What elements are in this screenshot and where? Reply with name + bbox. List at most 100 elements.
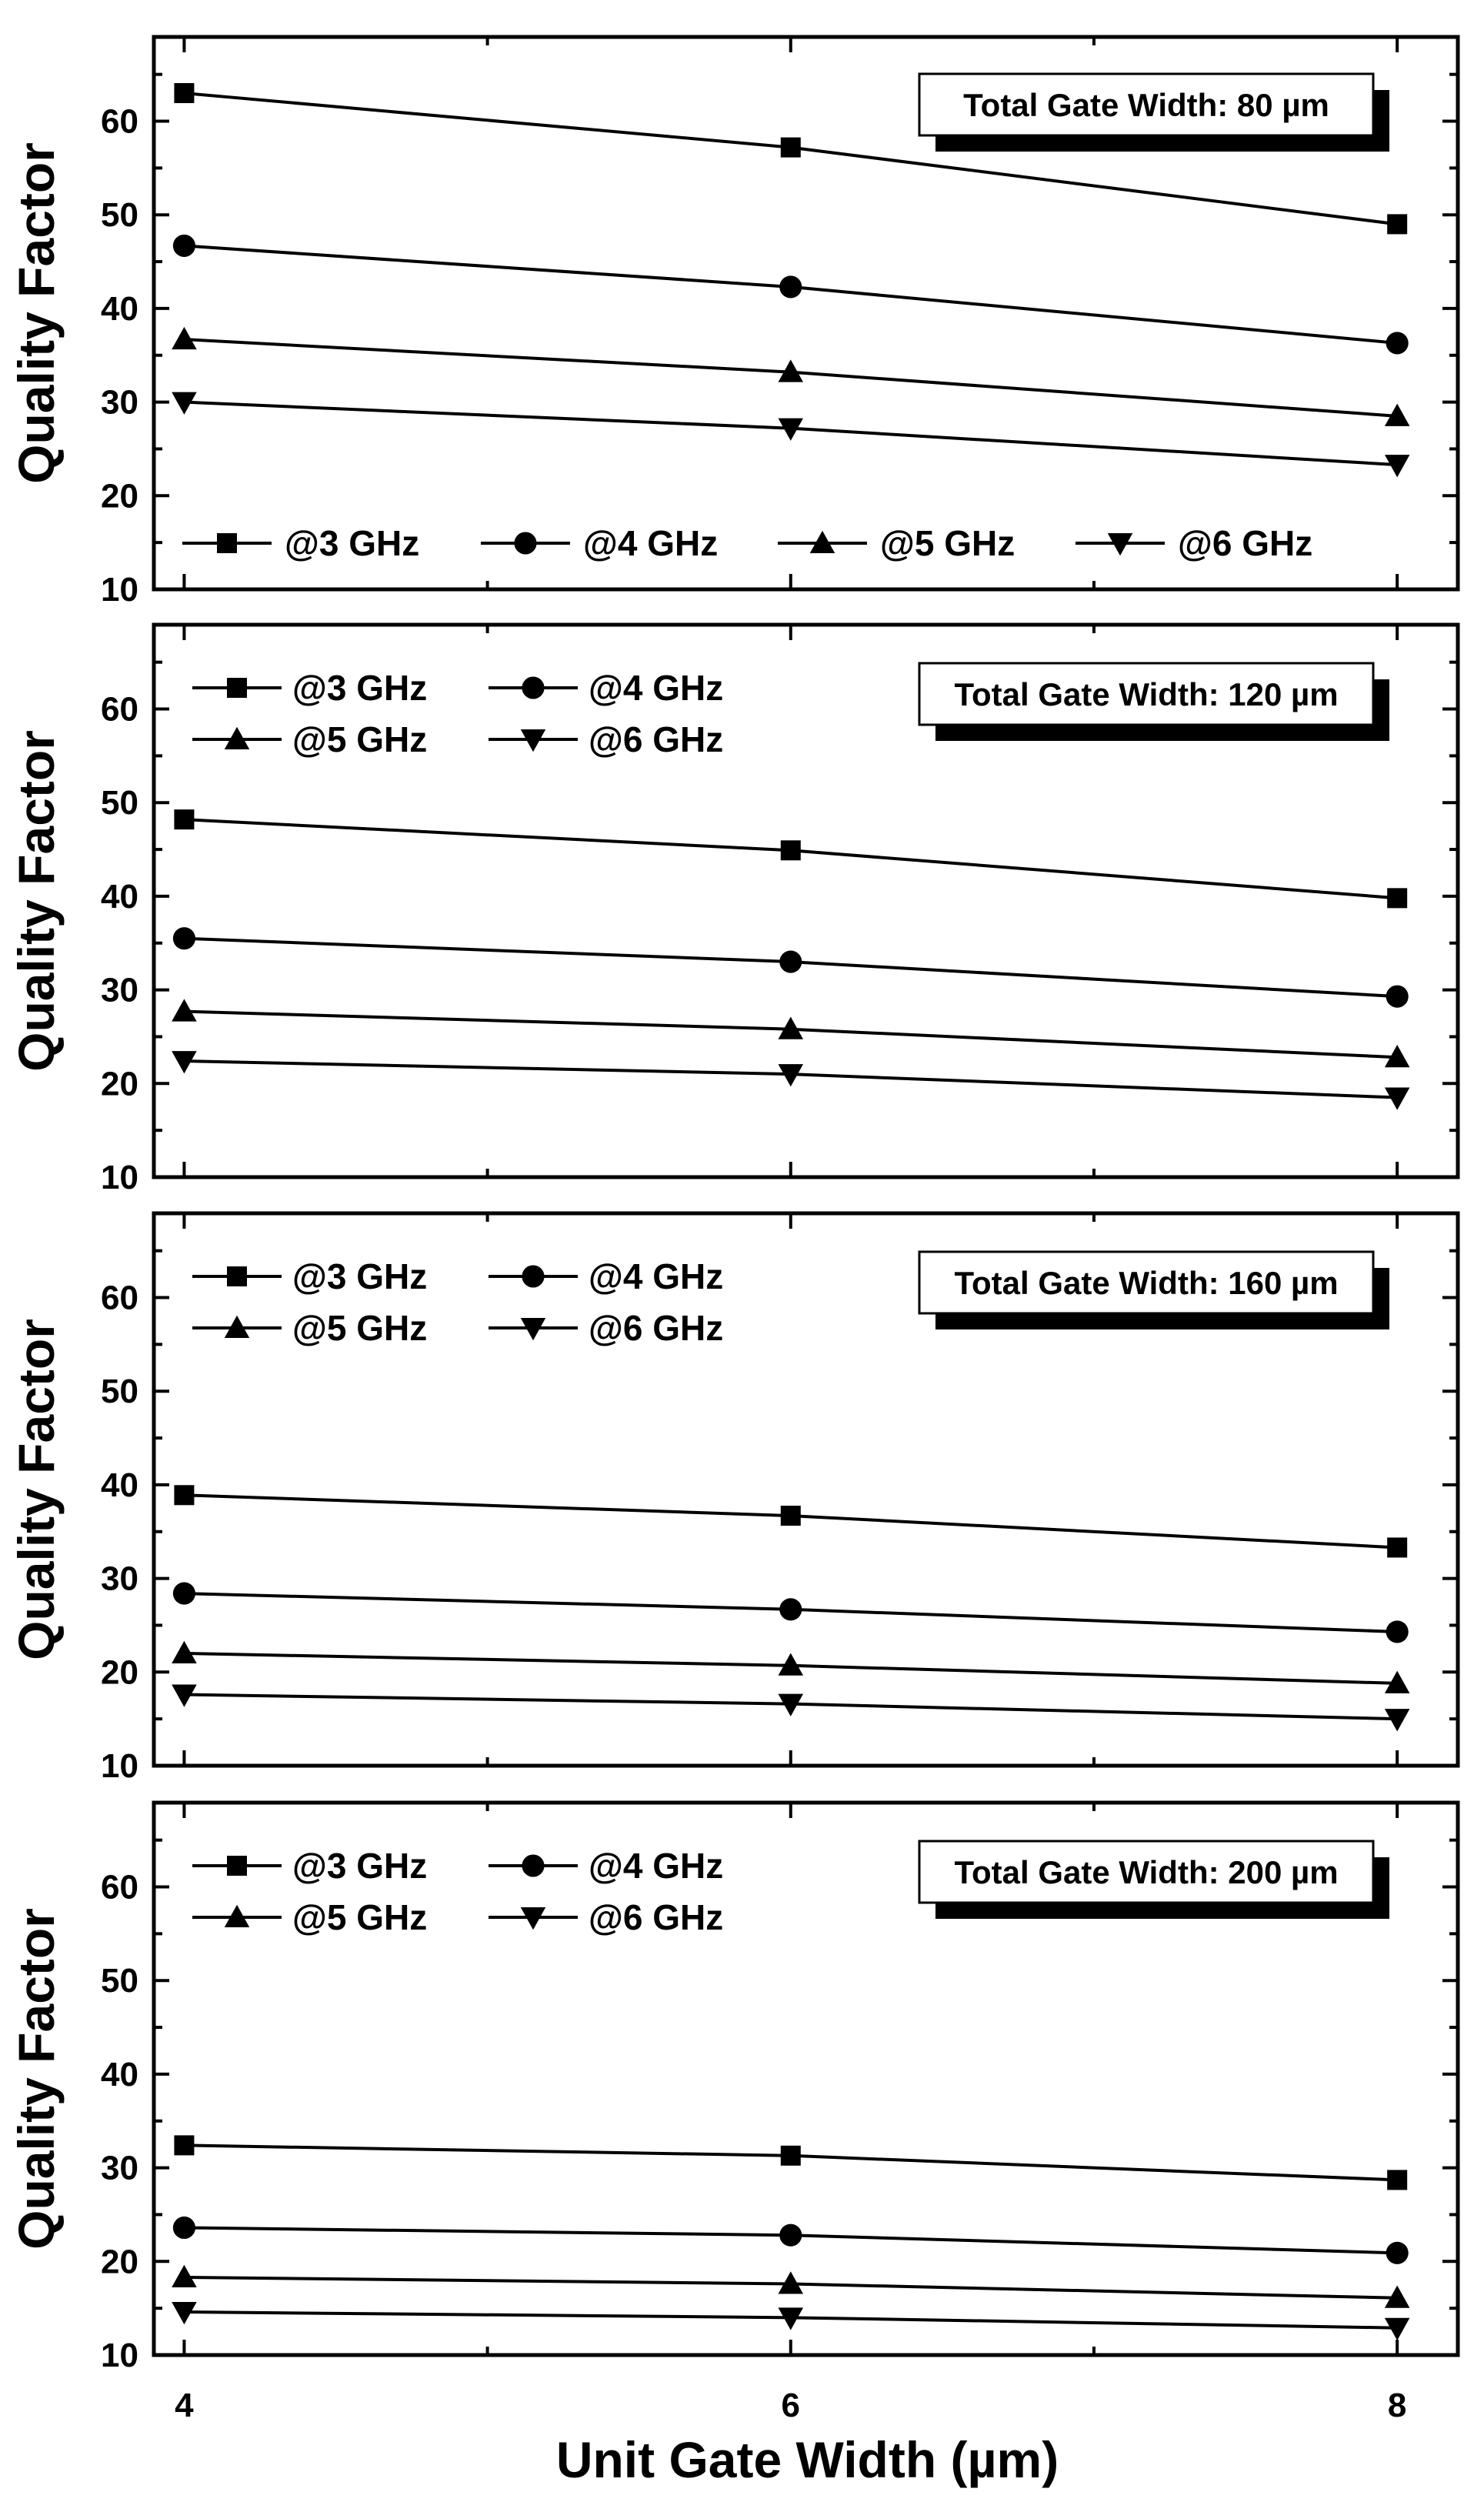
data-point: [172, 392, 197, 415]
series: [172, 1582, 1409, 1643]
legend-label: @4 GHz: [583, 523, 718, 563]
y-tick-label: 10: [101, 1159, 138, 1196]
plot-frame: [152, 1211, 1460, 1768]
legend-label: @3 GHz: [292, 1846, 427, 1886]
data-point: [1386, 332, 1409, 355]
data-point: [172, 927, 195, 950]
data-point: [172, 2302, 197, 2325]
annotation-box: [918, 1250, 1375, 1315]
data-point: [779, 1598, 802, 1621]
legend-item: @6 GHz: [1075, 523, 1312, 563]
legend-item: @5 GHz: [192, 1897, 427, 1937]
chart-panel: 10 20 30 40 50 60 Quality Factor Total Gate Wid…: [8, 35, 1460, 609]
data-point: [778, 1693, 804, 1716]
y-tick-label: 40: [101, 878, 138, 916]
legend-label: @3 GHz: [292, 1256, 427, 1296]
annotation-text: Total Gate Width: 200 µm: [954, 1854, 1338, 1890]
y-tick-label: 50: [101, 1962, 138, 2000]
data-point: [172, 2264, 197, 2287]
legend-label: @5 GHz: [880, 523, 1015, 563]
legend-item: @3 GHz: [182, 523, 419, 563]
legend-marker: [217, 533, 237, 553]
y-tick-label: 60: [101, 691, 138, 729]
legend-marker: [522, 676, 545, 699]
legend-label: @4 GHz: [589, 1846, 723, 1886]
legend: @3 GHz @4 GHz @5 GHz @6 GHz: [192, 668, 723, 759]
series: [172, 234, 1409, 355]
legend-item: @4 GHz: [481, 523, 718, 563]
legend-item: @5 GHz: [192, 719, 427, 759]
series: [174, 2135, 1408, 2190]
legend-marker: [520, 729, 546, 752]
data-point: [1384, 2317, 1410, 2340]
series: [172, 927, 1409, 1008]
legend-label: @4 GHz: [589, 668, 723, 708]
legend-label: @5 GHz: [292, 1308, 427, 1348]
data-point: [779, 950, 802, 973]
legend-item: @4 GHz: [489, 1846, 723, 1886]
data-point: [1386, 1620, 1409, 1643]
data-point: [1384, 403, 1410, 426]
legend-label: @5 GHz: [292, 719, 427, 759]
y-axis-label: Quality Factor: [8, 1319, 65, 1660]
series: [174, 83, 1408, 235]
legend-marker: [520, 1318, 546, 1341]
annotation-text: Total Gate Width: 120 µm: [954, 676, 1338, 712]
legend-label: @6 GHz: [589, 1308, 723, 1348]
legend-marker: [520, 1907, 546, 1930]
y-tick-label: 30: [101, 972, 138, 1009]
legend: @3 GHz @4 GHz @5 GHz @6 GHz: [192, 1256, 723, 1348]
x-tick-label: 4: [175, 2387, 194, 2424]
y-axis-label: Quality Factor: [8, 1908, 65, 2250]
y-tick-label: 30: [101, 1560, 138, 1598]
data-point: [172, 326, 197, 350]
x-tick-label: 8: [1388, 2387, 1406, 2424]
legend-label: @6 GHz: [589, 719, 723, 759]
legend-marker: [227, 678, 247, 698]
legend-marker: [522, 1265, 545, 1288]
data-point: [1387, 2170, 1408, 2190]
chart-panel: 10 20 30 40 50 60 Quality Factor Total Gate Wid…: [8, 622, 1460, 1196]
annotation-box: [918, 662, 1375, 726]
data-point: [1387, 1537, 1408, 1558]
legend-item: @6 GHz: [489, 1897, 723, 1937]
series: [172, 1051, 1410, 1110]
legend-label: @4 GHz: [589, 1256, 723, 1296]
data-point: [172, 1684, 197, 1707]
data-point: [778, 2271, 804, 2294]
legend-item: @4 GHz: [489, 668, 723, 708]
data-point: [778, 1064, 804, 1087]
y-tick-label: 20: [101, 1065, 138, 1103]
legend-item: @3 GHz: [192, 668, 427, 708]
legend-marker: [809, 530, 835, 553]
data-point: [1386, 985, 1409, 1008]
annotation-box: [918, 1840, 1375, 1904]
y-tick-label: 50: [101, 196, 138, 234]
data-point: [780, 137, 801, 158]
data-point: [778, 1653, 804, 1676]
y-tick-label: 20: [101, 2243, 138, 2280]
series: [172, 1684, 1410, 1732]
data-point: [779, 275, 802, 299]
y-tick-label: 40: [101, 2056, 138, 2093]
legend-item: @3 GHz: [192, 1256, 427, 1296]
legend-item: @4 GHz: [489, 1256, 723, 1296]
legend-label: @6 GHz: [589, 1897, 723, 1937]
legend-item: @6 GHz: [489, 719, 723, 759]
data-point: [172, 1582, 195, 1605]
data-point: [172, 1640, 197, 1663]
data-point: [1387, 888, 1408, 909]
data-point: [778, 1016, 804, 1039]
series: [172, 1640, 1410, 1693]
series: [174, 809, 1408, 909]
y-tick-label: 20: [101, 477, 138, 515]
data-point: [778, 418, 804, 441]
data-point: [780, 840, 801, 861]
data-point: [778, 359, 804, 382]
legend-marker: [514, 532, 537, 555]
series: [172, 2302, 1410, 2340]
data-point: [1384, 1087, 1410, 1110]
y-tick-label: 40: [101, 290, 138, 328]
